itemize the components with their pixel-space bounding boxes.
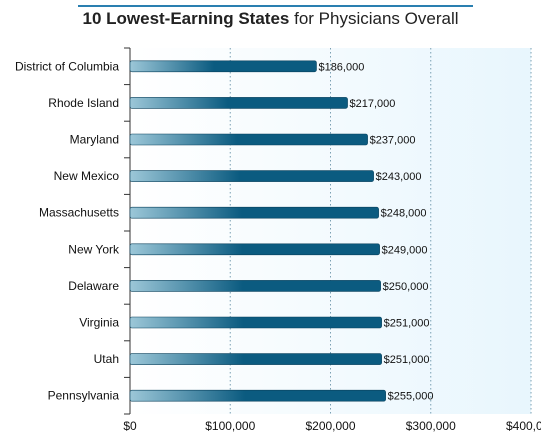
bars [129, 60, 386, 402]
value-labels: $186,000 $217,000 $237,000 $243,000 $248,000… [318, 61, 433, 402]
category-label: Maryland [70, 133, 119, 147]
title-rule [78, 5, 473, 7]
bar [129, 60, 317, 73]
x-tick-label: $400,000 [506, 419, 541, 433]
value-label: $250,000 [383, 281, 429, 293]
category-label: Pennsylvania [48, 389, 120, 403]
value-label: $251,000 [384, 354, 430, 366]
category-label: New York [68, 242, 120, 256]
value-label: $249,000 [382, 244, 428, 256]
bar [129, 389, 386, 402]
value-label: $248,000 [381, 208, 427, 220]
category-label: Delaware [68, 279, 119, 293]
value-label: $255,000 [388, 391, 434, 403]
chart-title: 10 Lowest-Earning States for Physicians … [0, 9, 541, 29]
bar [129, 280, 381, 292]
x-tick-label: $200,000 [305, 419, 355, 433]
value-label: $243,000 [376, 171, 422, 183]
category-label: Rhode Island [48, 96, 119, 110]
gridlines [229, 48, 532, 414]
category-label: Massachusetts [39, 206, 119, 220]
y-axis-ticks [124, 47, 130, 415]
bar [129, 97, 348, 109]
x-tick-label: $300,000 [406, 419, 456, 433]
x-tick-label: $0 [123, 419, 137, 433]
bar [129, 243, 380, 256]
x-axis-tick-labels: $0 $100,000 $200,000 $300,000 $400,000 [123, 419, 541, 433]
value-label: $251,000 [384, 318, 430, 330]
category-label: Utah [94, 352, 119, 366]
chart-title-rest: for Physicians Overall [294, 9, 459, 28]
category-label: District of Columbia [15, 59, 119, 73]
value-label: $237,000 [370, 135, 416, 147]
bar [129, 206, 379, 219]
x-tick-label: $100,000 [205, 419, 255, 433]
bar [129, 353, 382, 365]
category-labels: District of Columbia Rhode Island Maryland… [15, 59, 120, 402]
category-label: Virginia [79, 316, 119, 330]
chart-title-bold: 10 Lowest-Earning States [82, 9, 290, 28]
category-label: New Mexico [54, 169, 120, 183]
value-label: $217,000 [350, 98, 396, 110]
bar [129, 133, 368, 146]
bar [129, 170, 374, 182]
value-label: $186,000 [318, 61, 364, 73]
bar [129, 316, 382, 329]
